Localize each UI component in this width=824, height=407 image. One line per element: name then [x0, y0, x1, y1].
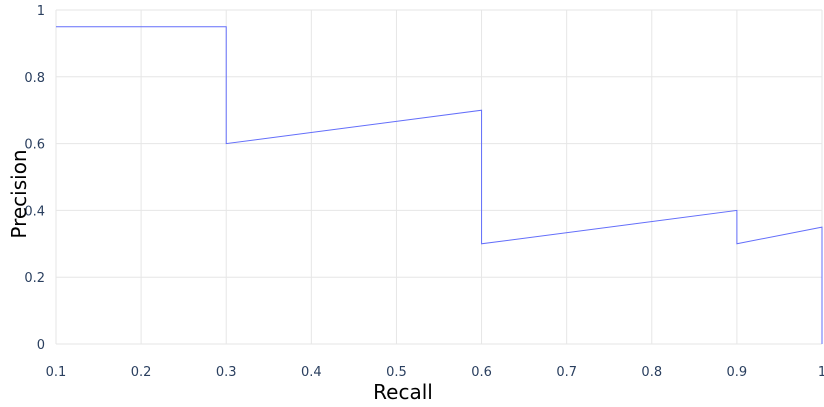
x-tick-label: 0.8 [641, 365, 662, 380]
y-tick-label: 0 [37, 338, 45, 353]
y-tick-label: 0.6 [24, 138, 45, 153]
y-tick-label: 1 [37, 4, 45, 19]
x-tick-label: 0.9 [727, 365, 748, 380]
y-tick-label: 0.2 [24, 271, 45, 286]
series-line-0 [56, 26, 823, 344]
x-gridlines [55, 10, 823, 344]
x-tick-label: 0.1 [46, 365, 67, 380]
x-tick-label: 0.4 [301, 365, 322, 380]
x-tick-label: 0.3 [216, 365, 237, 380]
x-tick-labels: 0.1 0.2 0.3 0.4 0.5 0.6 0.7 0.8 0.9 1 [46, 365, 824, 380]
y-gridlines [56, 9, 822, 345]
x-axis-title: Recall [373, 380, 433, 404]
x-tick-label: 0.2 [131, 365, 152, 380]
x-tick-label: 0.7 [556, 365, 577, 380]
x-tick-label: 1 [818, 365, 824, 380]
y-axis-title: Precision [7, 149, 31, 238]
x-tick-label: 0.6 [471, 365, 492, 380]
y-tick-label: 0.4 [24, 204, 45, 219]
x-tick-label: 0.5 [386, 365, 407, 380]
y-tick-labels: 0 0.2 0.4 0.6 0.8 1 [24, 4, 45, 353]
y-tick-label: 0.8 [24, 71, 45, 86]
series-layer [56, 26, 823, 344]
